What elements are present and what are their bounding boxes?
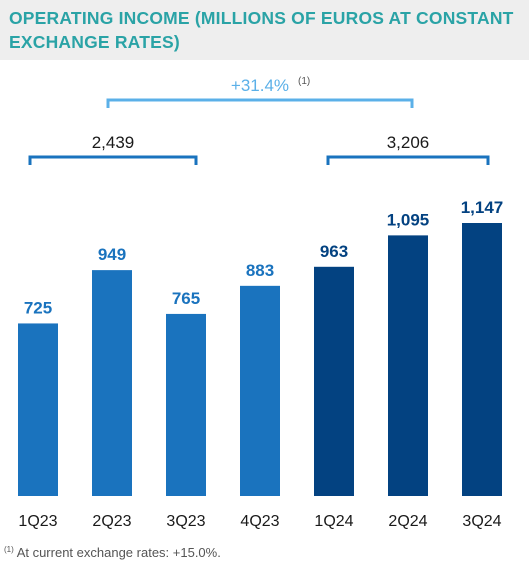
tick-label-1q23: 1Q23 [18,513,57,530]
data-label-3q24: 1,147 [461,198,504,217]
data-label-2q24: 1,095 [387,210,430,229]
chart-title: OPERATING INCOME (MILLIONS OF EUROS AT C… [9,8,514,52]
annotation-footnote-ref: (1) [298,76,310,87]
footnote: (1) At current exchange rates: +15.0%. [4,545,221,560]
tick-label-1q24: 1Q24 [314,513,353,530]
annotation-group-2024: 3,206 [387,133,430,152]
bracket-group-2023 [28,155,198,165]
annotation-group-2023: 2,439 [92,133,135,152]
bar-2q23[interactable] [92,270,132,496]
tick-label-4q23: 4Q23 [240,513,279,530]
bar-2q24[interactable] [388,235,428,496]
bar-1q23[interactable] [18,323,58,496]
bracket-growth [106,98,414,108]
data-label-3q23: 765 [172,289,200,308]
data-label-2q23: 949 [98,245,126,264]
annotation-growth: +31.4% [231,76,289,95]
bar-1q24[interactable] [314,266,354,496]
bar-4q23[interactable] [240,285,280,496]
bar-3q24[interactable] [462,223,502,496]
tick-label-3q24: 3Q24 [462,513,501,530]
data-label-4q23: 883 [246,261,274,280]
tick-label-2q24: 2Q24 [388,513,427,530]
footnote-text: At current exchange rates: +15.0%. [16,545,221,560]
tick-label-3q23: 3Q23 [166,513,205,530]
tick-label-2q23: 2Q23 [92,513,131,530]
title-band [0,0,529,60]
data-label-1q23: 725 [24,298,52,317]
data-label-1q24: 963 [320,242,348,261]
footnote-ref: (1) [4,545,14,554]
bar-3q23[interactable] [166,313,206,496]
bracket-group-2024 [326,155,490,165]
